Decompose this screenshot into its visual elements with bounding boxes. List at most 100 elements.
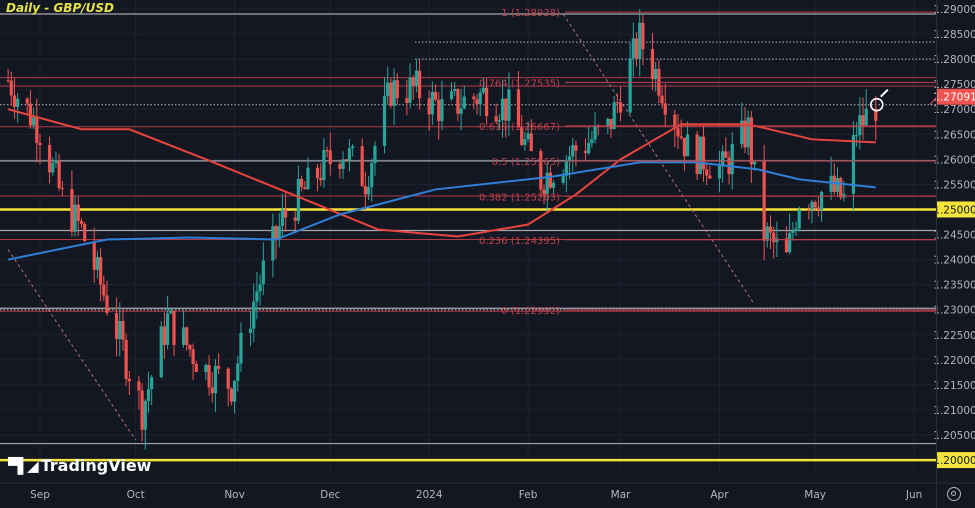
candle-body [740,120,744,144]
fib-label: 0.382 (1.25263) [479,192,560,203]
candle-body [472,96,476,100]
arrow-icon [880,88,889,98]
candle-body [146,389,151,402]
candle-body [296,178,300,221]
candle-body [784,238,789,253]
candle-body [280,209,285,227]
candle-body [567,156,572,162]
candle-body [95,257,100,270]
dashed-trendline [562,13,755,305]
y-tick-label: 1.26000 [933,154,975,166]
candle-body [60,188,64,190]
y-tick-label: 1.28500 [933,29,975,41]
candle-body [545,172,549,195]
candle-body [351,146,355,149]
candle-body [127,378,131,382]
candle-body [236,363,240,381]
candle-body [51,162,55,173]
candle-body [76,204,80,221]
candle-body [839,178,843,198]
gear-icon[interactable] [947,487,961,501]
candle-body [418,70,422,99]
candle-body [328,150,332,165]
candle-body [217,365,221,369]
candle-body [855,135,859,137]
candle-body [57,160,61,189]
candle-body [150,377,154,390]
candle-body [685,134,690,157]
candle-body [169,310,173,314]
moving-average-blue [7,161,876,261]
candle-body [392,80,396,106]
dashed-trendline [7,249,137,441]
candle-body [363,186,367,195]
candle-body [73,204,77,232]
candle-body [204,364,208,372]
candle-body [414,70,419,86]
candle-body [641,22,645,50]
candle-body [194,363,198,372]
candle-body [185,327,189,346]
candle-body [705,169,709,176]
axis-divider [936,0,937,508]
candle-body [874,108,878,121]
candle-body [261,260,265,285]
candle-body [293,217,297,221]
candle-body [181,327,186,345]
candle-body [255,291,259,302]
candle-body [172,310,176,345]
candle-body [338,164,342,169]
candle-body [615,102,619,104]
candle-body [16,98,20,107]
candle-body [252,301,256,329]
candle-body [12,95,17,107]
candle-body [634,38,639,59]
candle-body [596,126,600,128]
candle-body [813,201,817,208]
candle-body [258,284,262,292]
key-level-label: 1.25000 [933,204,975,216]
candle-body [159,326,163,378]
tradingview-logo-icon: ▀▌◢ [8,456,39,475]
candle-body [797,209,801,229]
candle-body [325,150,329,152]
x-tick-label: Feb [519,489,538,501]
x-tick-label: Nov [224,489,245,501]
candle-body [114,313,119,339]
y-tick-label: 1.21000 [933,405,975,417]
fib-label: 1 (1.28938) [501,8,560,19]
candle-body [590,139,594,143]
fib-label: 0 (1.22992) [501,306,560,317]
candle-body [188,345,192,350]
candle-body [70,189,74,232]
candle-body [373,145,377,164]
candle-body [548,172,552,188]
candle-body [500,98,505,121]
y-tick-label: 1.28000 [933,54,975,66]
candle-body [83,223,87,242]
candle-body [721,151,725,166]
key-level-badge [937,452,975,469]
candle-body [523,139,527,145]
candle-body [765,226,769,241]
y-tick-label: 1.25500 [933,179,975,191]
candle-body [612,102,616,129]
y-tick-label: 1.27500 [933,79,975,91]
y-tick-label: 1.24500 [933,230,975,242]
fib-label: 0.764 (1.27535) [479,78,560,89]
x-tick-label: Jun [905,489,922,501]
candle-body [9,80,13,96]
candle-body [794,228,798,231]
moving-average-red [7,108,876,238]
x-tick-label: Oct [127,489,145,501]
candle-body [299,178,304,188]
candle-body [807,209,811,211]
candle-body [609,118,613,129]
last-price-pointer [929,96,938,106]
plot-area: 1 (1.28938) 0.764 (1.27535) 0.618 (1.26667… [0,0,936,470]
key-level-label: 1.20000 [933,455,975,467]
candle-body [459,108,463,114]
candle-body [791,230,795,234]
candle-body [315,167,320,179]
